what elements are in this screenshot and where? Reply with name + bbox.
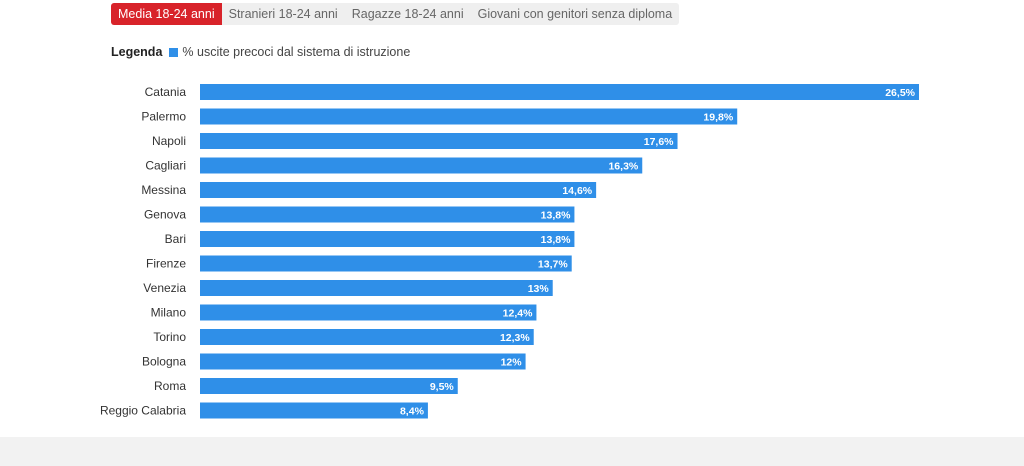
bar[interactable] — [200, 84, 919, 100]
bar[interactable] — [200, 329, 534, 345]
legend: Legenda % uscite precoci dal sistema di … — [111, 45, 410, 59]
bar[interactable] — [200, 108, 738, 125]
value-label: 26,5% — [885, 87, 915, 99]
value-label: 13% — [528, 283, 550, 295]
legend-label: % uscite precoci dal sistema di istruzio… — [182, 45, 411, 59]
value-label: 16,3% — [608, 161, 638, 173]
tab-stranieri-18-24[interactable]: Stranieri 18-24 anni — [221, 3, 345, 25]
category-label: Venezia — [143, 281, 186, 295]
category-label: Firenze — [146, 257, 186, 271]
category-label: Bologna — [142, 355, 186, 369]
bar[interactable] — [200, 133, 678, 149]
value-label: 14,6% — [562, 185, 592, 197]
bar[interactable] — [200, 157, 643, 174]
bar[interactable] — [200, 206, 575, 223]
category-label: Palermo — [141, 110, 186, 124]
metric-tabs: Media 18-24 anni Stranieri 18-24 anni Ra… — [111, 3, 680, 25]
value-label: 13,8% — [541, 210, 571, 222]
category-label: Cagliari — [145, 159, 186, 173]
value-label: 13,8% — [541, 234, 571, 246]
category-label: Napoli — [152, 134, 186, 148]
bar[interactable] — [200, 402, 428, 419]
value-label: 17,6% — [644, 136, 674, 148]
bar[interactable] — [200, 353, 526, 370]
category-label: Bari — [165, 232, 186, 246]
bar[interactable] — [200, 378, 458, 394]
category-label: Reggio Calabria — [100, 404, 186, 418]
category-label: Messina — [141, 183, 186, 197]
value-label: 12,3% — [500, 332, 530, 344]
category-label: Catania — [145, 85, 187, 99]
category-label: Milano — [151, 306, 187, 320]
bar[interactable] — [200, 255, 572, 272]
bar[interactable] — [200, 304, 537, 321]
category-label: Roma — [154, 379, 186, 393]
tab-media-18-24[interactable]: Media 18-24 anni — [111, 3, 222, 25]
legend-swatch — [169, 47, 179, 57]
footer-band — [0, 437, 1024, 466]
category-label: Torino — [153, 330, 186, 344]
value-label: 13,7% — [538, 259, 568, 271]
value-label: 12% — [501, 357, 523, 369]
legend-title: Legenda — [111, 45, 163, 59]
value-label: 9,5% — [430, 381, 455, 393]
bar[interactable] — [200, 280, 553, 296]
bar[interactable] — [200, 182, 597, 198]
value-label: 12,4% — [503, 308, 533, 320]
bar[interactable] — [200, 231, 575, 247]
tab-giovani-genitori-senza-diploma[interactable]: Giovani con genitori senza diploma — [470, 3, 680, 25]
category-label: Genova — [144, 208, 186, 222]
value-label: 19,8% — [703, 112, 733, 124]
value-label: 8,4% — [400, 406, 425, 418]
tab-ragazze-18-24[interactable]: Ragazze 18-24 anni — [344, 3, 471, 25]
